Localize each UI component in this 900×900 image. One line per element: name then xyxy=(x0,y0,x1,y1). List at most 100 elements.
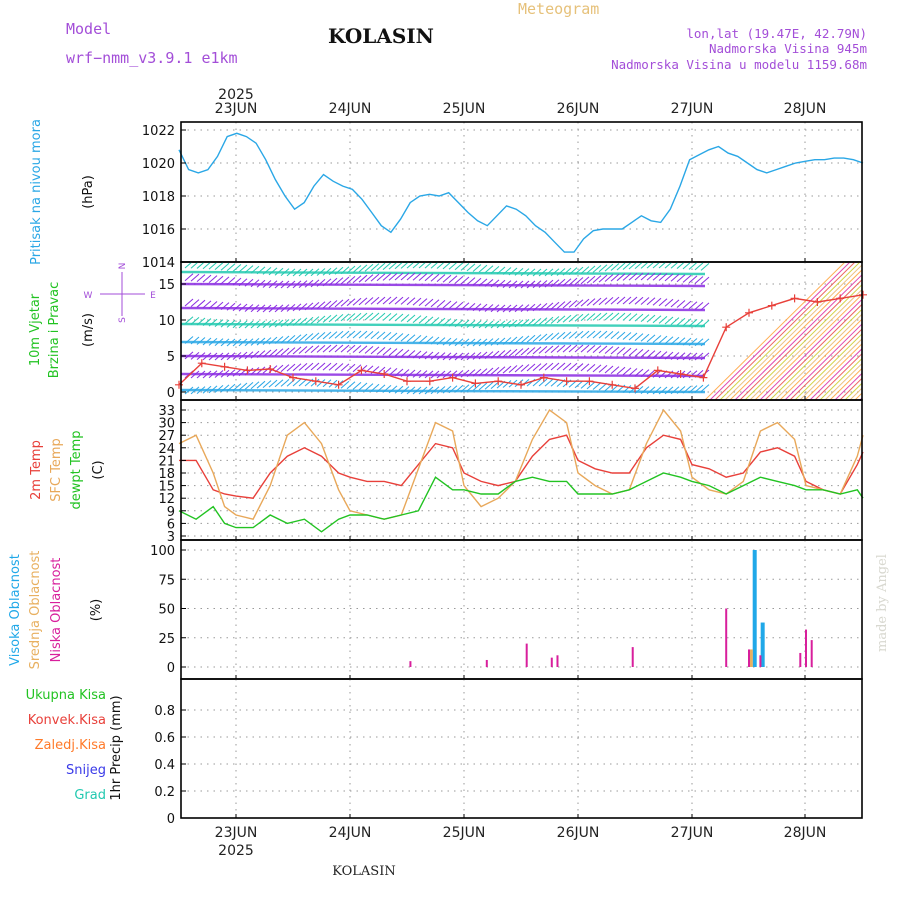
wind-barb xyxy=(610,366,620,375)
wind-barb xyxy=(334,363,344,371)
wind-barb xyxy=(370,312,380,321)
wind-barb xyxy=(190,273,200,282)
wind-barb xyxy=(484,381,494,390)
wind-speed-point xyxy=(767,301,776,310)
bottom-day-label: 24JUN xyxy=(329,825,372,841)
wind-barb xyxy=(616,347,626,355)
wind-barb xyxy=(870,262,900,400)
wind-barb xyxy=(849,387,862,400)
wind-barb-shaft xyxy=(181,270,706,276)
wind-barb xyxy=(568,299,578,308)
wind-barb xyxy=(430,317,440,325)
wind-barb xyxy=(604,312,614,321)
wind-barb xyxy=(592,345,602,353)
wind-barb xyxy=(895,262,900,400)
wind-barb xyxy=(490,367,500,375)
wind-barb xyxy=(340,363,350,372)
wind-barb xyxy=(628,348,638,357)
wind-barb xyxy=(586,381,596,390)
wind-barb xyxy=(442,274,452,283)
wind-barb xyxy=(364,263,374,272)
wind-barb xyxy=(448,275,458,284)
wind-barb xyxy=(478,264,488,273)
y-tick-label: 6 xyxy=(167,517,175,532)
wind-barb xyxy=(316,332,326,340)
wind-barb xyxy=(538,317,548,326)
wind-barb xyxy=(784,323,862,400)
wind-barb xyxy=(352,345,362,353)
bottom-day-label: 25JUN xyxy=(443,825,486,841)
wind-barb xyxy=(220,262,230,271)
wind-barb xyxy=(574,277,584,285)
wind-speed-point xyxy=(608,380,617,389)
wind-barb xyxy=(466,263,476,272)
cloud-bar xyxy=(760,622,765,667)
wind-barb xyxy=(310,345,320,354)
wind-barb xyxy=(388,332,398,341)
wind-barb xyxy=(280,347,290,356)
wind-barb xyxy=(406,297,416,306)
bottom-day-label: 26JUN xyxy=(557,825,600,841)
wind-barb xyxy=(598,365,608,373)
wind-barb xyxy=(700,263,710,271)
wind-barb xyxy=(412,297,422,306)
wind-barb xyxy=(184,298,194,307)
compass-e: E xyxy=(150,291,156,301)
wind-barb xyxy=(682,300,692,309)
wind-barb xyxy=(646,297,656,306)
wind-barb xyxy=(574,313,584,322)
wind-ylabel-2: Brzina i Pravac xyxy=(47,282,62,379)
wind-barb xyxy=(538,346,548,354)
wind-barb xyxy=(580,298,590,307)
wind-barb xyxy=(604,297,614,305)
wind-barb xyxy=(592,312,602,321)
y-tick-label: 0.6 xyxy=(154,731,175,746)
pressure-line xyxy=(178,132,864,253)
temp-2m-line xyxy=(179,434,864,499)
wind-barb xyxy=(370,263,380,272)
wind-barb xyxy=(328,344,338,353)
cloud-low-label: Niska Oblacnost xyxy=(49,558,64,663)
wind-barb xyxy=(208,262,218,270)
wind-unit: (m/s) xyxy=(81,313,96,347)
wind-barb xyxy=(310,362,320,371)
wind-speed-point xyxy=(357,366,366,375)
wind-barb xyxy=(334,299,344,308)
wind-barb xyxy=(394,333,404,341)
wind-barb xyxy=(616,366,626,375)
wind-barb xyxy=(346,344,356,353)
model-name: wrf−nmm_v3.9.1 e1km xyxy=(66,49,238,67)
wind-speed-point xyxy=(311,377,320,386)
wind-barb xyxy=(364,330,374,339)
wind-barb xyxy=(604,330,614,339)
wind-barb xyxy=(340,298,350,307)
panel-pressure: 1014 1016 1018 1020 1022 Pritisak na nivou mo… xyxy=(29,119,864,271)
wind-barb xyxy=(550,345,560,353)
cloud-bar xyxy=(631,647,634,667)
wind-barb xyxy=(436,274,446,283)
cloud-high-label: Visoka Oblacnost xyxy=(8,554,23,666)
wind-barb xyxy=(382,347,392,356)
wind-barb xyxy=(532,378,542,387)
wind-barb xyxy=(508,348,518,357)
wind-barb xyxy=(352,297,362,306)
wind-barb xyxy=(256,380,266,389)
bottom-year-label: 2025 xyxy=(218,843,254,859)
wind-barb xyxy=(598,274,608,283)
top-day-label: 25JUN xyxy=(443,101,486,117)
wind-barb xyxy=(406,334,416,343)
wind-barb xyxy=(358,382,368,391)
wind-barb xyxy=(352,312,362,321)
wind-barb xyxy=(580,344,590,353)
wind-barb xyxy=(574,299,584,308)
wind-speed-point xyxy=(517,380,525,389)
wind-barb xyxy=(610,273,620,282)
wind-speed-point xyxy=(539,373,548,382)
wind-barb xyxy=(316,344,326,353)
wind-barb xyxy=(538,378,548,387)
cloud-bar xyxy=(556,655,559,667)
wind-barb xyxy=(664,298,674,307)
wind-barb xyxy=(502,380,512,388)
cloud-bar xyxy=(525,643,528,667)
wind-barb xyxy=(664,316,674,325)
